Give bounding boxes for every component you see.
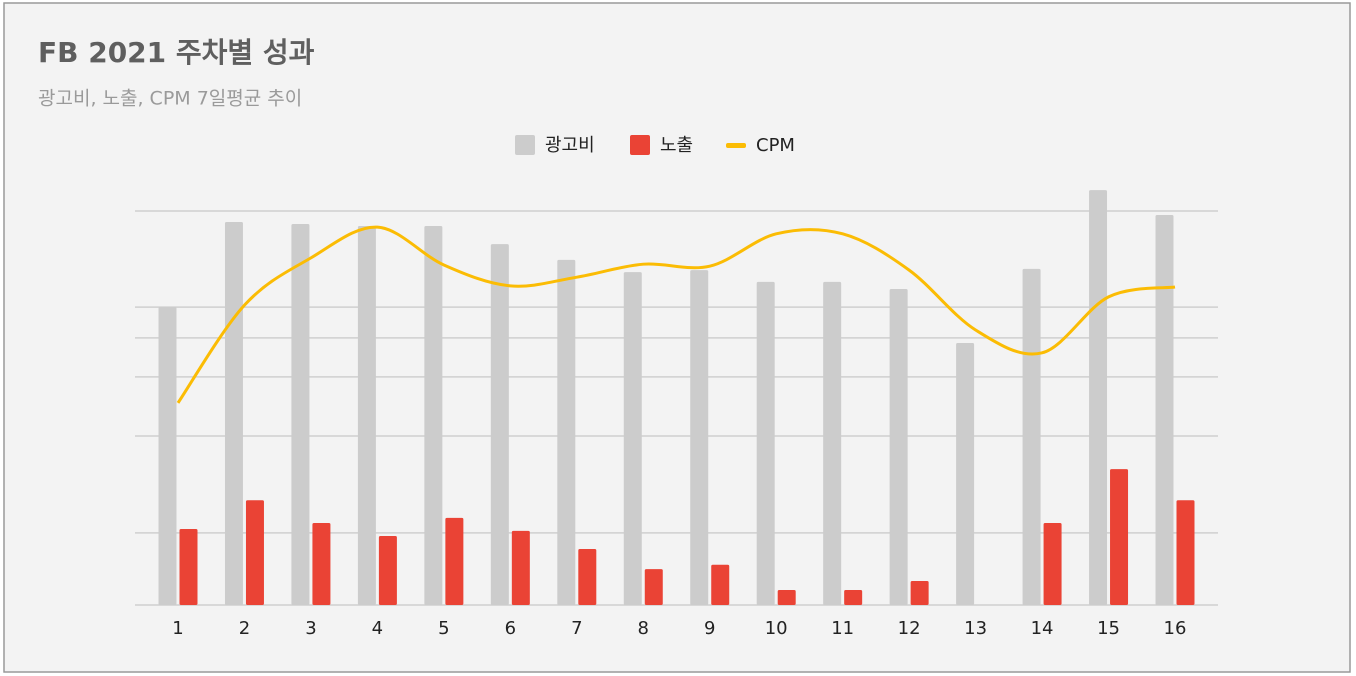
- legend-label: CPM: [756, 135, 795, 156]
- bar: [158, 307, 177, 605]
- bar: [823, 281, 842, 605]
- bar: [511, 530, 530, 605]
- bar: [1089, 190, 1108, 606]
- bar: [1110, 469, 1129, 605]
- bar: [1043, 523, 1062, 605]
- bar: [557, 259, 576, 605]
- legend-swatch: [630, 135, 650, 155]
- x-tick-label: 12: [898, 618, 921, 639]
- bar: [644, 569, 663, 605]
- bar: [245, 500, 264, 605]
- x-tick-label: 11: [831, 618, 854, 639]
- bar: [179, 528, 198, 605]
- bar: [291, 224, 310, 605]
- legend-swatch: [726, 143, 746, 148]
- bar: [224, 222, 243, 606]
- bar: [711, 564, 730, 605]
- bar: [490, 244, 509, 605]
- bar: [357, 225, 376, 606]
- bar: [623, 272, 642, 605]
- x-tick-label: 15: [1097, 618, 1120, 639]
- x-tick-label: 7: [571, 618, 582, 639]
- x-tick-label: 2: [239, 618, 250, 639]
- x-tick-label: 14: [1031, 618, 1054, 639]
- bar: [889, 289, 908, 605]
- bar: [1022, 268, 1041, 605]
- bar: [312, 523, 331, 605]
- x-tick-label: 8: [638, 618, 649, 639]
- x-tick-label: 10: [765, 618, 788, 639]
- x-tick-label: 5: [438, 618, 449, 639]
- x-tick-label: 13: [964, 618, 987, 639]
- bar: [756, 281, 775, 605]
- legend-label: 광고비: [545, 135, 595, 156]
- bar: [956, 342, 975, 605]
- bar: [378, 536, 397, 605]
- bar: [690, 270, 709, 605]
- chart-subtitle: 광고비, 노출, CPM 7일평균 추이: [38, 88, 302, 110]
- legend-swatch: [515, 135, 535, 155]
- bar: [844, 590, 863, 605]
- x-tick-label: 1: [172, 618, 183, 639]
- x-tick-label: 16: [1164, 618, 1187, 639]
- bar: [578, 549, 597, 605]
- bar: [445, 517, 464, 605]
- bar: [910, 580, 929, 605]
- legend-label: 노출: [660, 135, 693, 156]
- chart-title: FB 2021 주차별 성과: [38, 36, 315, 69]
- bar: [1155, 214, 1174, 605]
- bar: [1176, 500, 1195, 605]
- line: [176, 225, 1176, 404]
- x-tick-label: 9: [704, 618, 715, 639]
- x-tick-label: 4: [372, 618, 383, 639]
- x-tick-label: 6: [505, 618, 516, 639]
- x-tick-label: 3: [305, 618, 316, 639]
- bar: [424, 225, 443, 606]
- bar: [777, 590, 796, 605]
